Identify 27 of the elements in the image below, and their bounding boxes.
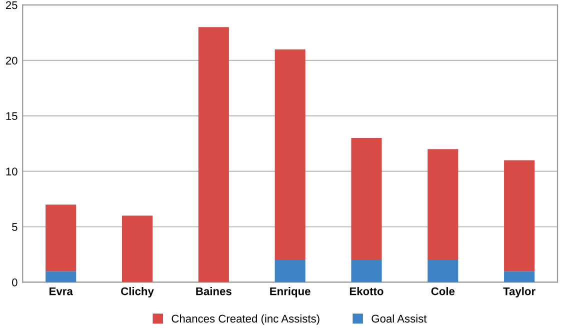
bar (504, 160, 535, 272)
y-tick-label: 10 (6, 168, 18, 176)
x-tick-label: Taylor (503, 287, 536, 298)
y-tick-label: 0 (12, 278, 18, 286)
bar (504, 271, 535, 282)
x-tick-label: Ekotto (350, 287, 384, 296)
bar (198, 27, 229, 282)
bar (428, 149, 458, 260)
x-tick-label: Cole (431, 287, 455, 296)
bar (274, 260, 306, 282)
x-tick-label: Enrique (270, 287, 310, 298)
y-tick-label: 20 (6, 56, 18, 65)
bar (351, 260, 382, 282)
y-tick-label: 25 (6, 1, 18, 10)
legend-label: Goal Assist (372, 314, 427, 323)
bar (46, 204, 76, 272)
bar (122, 216, 153, 282)
bar (428, 260, 458, 282)
x-tick-label: Baines (196, 287, 232, 296)
y-tick-label: 15 (6, 112, 18, 120)
bar (46, 271, 76, 282)
x-tick-label: Clichy (121, 287, 154, 298)
y-tick-label: 5 (12, 223, 18, 231)
x-tick-label: Evra (50, 287, 73, 296)
bar (351, 138, 382, 260)
bar (274, 49, 306, 260)
legend-label: Chances Created (inc Assists) (172, 314, 320, 325)
